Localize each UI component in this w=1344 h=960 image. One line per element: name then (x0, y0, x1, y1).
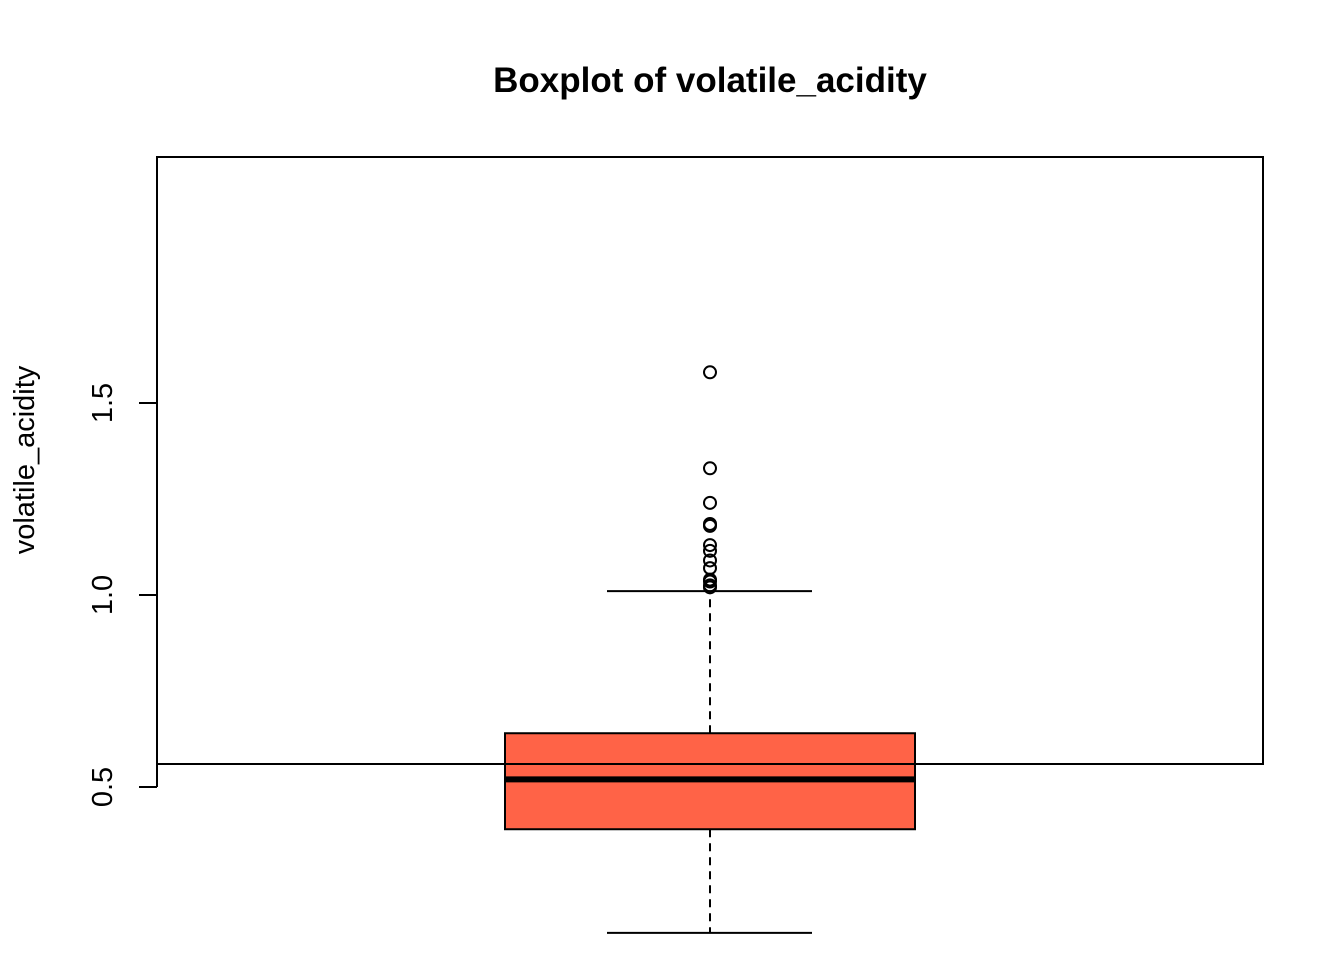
outlier-point (703, 561, 717, 576)
outlier-point (703, 553, 717, 568)
outlier-point (703, 543, 717, 558)
outlier-point (703, 516, 717, 531)
chart-title: Boxplot of volatile_acidity (493, 61, 927, 100)
y-axis: 0.5 1.0 1.5 (87, 383, 158, 807)
outlier-point (703, 538, 717, 553)
outlier-point (703, 365, 717, 380)
plot-area (504, 365, 916, 934)
y-tick-label: 1.0 (87, 575, 119, 615)
y-tick-label: 0.5 (87, 767, 119, 807)
y-tick-label: 1.5 (87, 383, 119, 423)
outlier-point (703, 461, 717, 476)
outlier-point (703, 495, 717, 510)
y-axis-label: volatile_acidity (9, 365, 41, 554)
outlier-point (703, 578, 717, 593)
